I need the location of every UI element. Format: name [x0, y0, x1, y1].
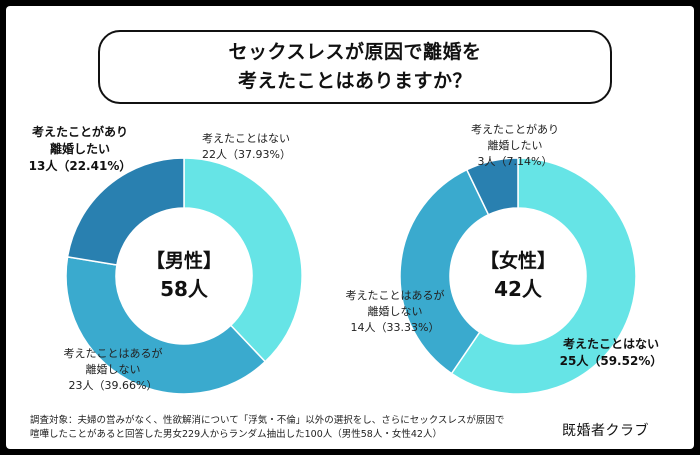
survey-footnote: 調査対象：夫婦の営みがなく、性欲解消について「浮気・不倫」以外の選択をし、さらに… — [30, 414, 504, 442]
male-slice-2 — [66, 157, 185, 266]
female-total: 42人 — [494, 277, 542, 301]
male-label-divorce-line2: 離婚したい — [49, 142, 110, 156]
male-label-stay-line1: 考えたことはあるが — [63, 347, 163, 360]
brand-logo-text: 既婚者クラブ — [562, 423, 649, 439]
female-donut — [399, 157, 637, 395]
female-label-no-line1: 考えたことはない — [562, 337, 659, 351]
male-label-no-line1: 考えたことはない — [202, 132, 290, 145]
male-label-divorce-line3: 13人（22.41%） — [28, 159, 132, 173]
female-label-divorce-line1: 考えたことがあり — [471, 123, 559, 136]
title-line-1: セックスレスが原因で離婚を — [228, 41, 482, 63]
infographic-card: セックスレスが原因で離婚を 考えたことはありますか？ 【男性】 58人 【女性】… — [6, 6, 694, 449]
male-label-divorce-line1: 考えたことがあり — [31, 125, 128, 139]
female-label-divorce-line3: 3人（7.14%） — [477, 155, 553, 168]
male-label-stay-line2: 離婚しない — [85, 363, 141, 376]
female-slice-0 — [450, 157, 637, 395]
male-label-no-line2: 22人（37.93%） — [202, 148, 291, 161]
footnote-line-2: 喧嘩したことがあると回答した男女229人からランダム抽出した100人（男性58人… — [30, 429, 442, 440]
male-slice-0 — [183, 157, 303, 363]
male-label-divorce: 考えたことがあり 離婚したい 13人（22.41%） — [20, 124, 140, 175]
male-slice-1 — [65, 256, 267, 395]
female-label-divorce-line2: 離婚したい — [487, 139, 543, 152]
donut-charts — [65, 157, 637, 395]
footnote-line-1: 調査対象：夫婦の営みがなく、性欲解消について「浮気・不倫」以外の選択をし、さらに… — [30, 415, 505, 426]
title-box: セックスレスが原因で離婚を 考えたことはありますか？ — [98, 30, 612, 104]
female-label-stay-line3: 14人（33.33%） — [350, 321, 440, 334]
female-label-stay-line1: 考えたことはあるが — [345, 289, 445, 302]
female-center-label: 【女性】 42人 — [458, 248, 578, 304]
female-label-stay: 考えたことはあるが 離婚しない 14人（33.33%） — [330, 288, 460, 336]
male-center-label: 【男性】 58人 — [124, 248, 244, 304]
female-title: 【女性】 — [479, 250, 556, 272]
female-label-no-line2: 25人（59.52%） — [559, 354, 663, 368]
male-label-stay-line3: 23人（39.66%） — [68, 379, 158, 392]
female-label-no: 考えたことはない 25人（59.52%） — [546, 336, 676, 370]
female-slice-1 — [399, 168, 490, 375]
male-label-stay: 考えたことはあるが 離婚しない 23人（39.66%） — [48, 346, 178, 394]
title-line-2: 考えたことはありますか？ — [237, 70, 472, 92]
male-total: 58人 — [160, 277, 208, 301]
male-label-no: 考えたことはない 22人（37.93%） — [202, 131, 322, 163]
female-label-stay-line2: 離婚しない — [367, 305, 423, 318]
female-label-divorce: 考えたことがあり 離婚したい 3人（7.14%） — [450, 122, 580, 170]
female-slice-2 — [465, 157, 519, 216]
male-donut — [65, 157, 303, 395]
male-title: 【男性】 — [145, 250, 222, 272]
